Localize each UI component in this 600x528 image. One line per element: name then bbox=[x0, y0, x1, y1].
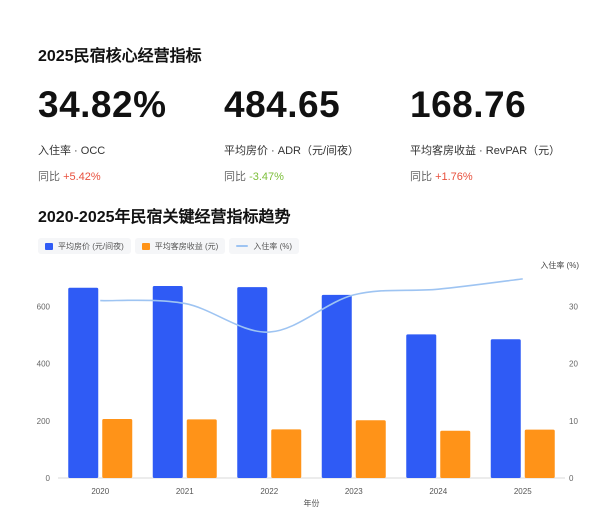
bar-revpar bbox=[524, 429, 555, 478]
y-tick-label: 200 bbox=[37, 417, 51, 426]
bar-adr bbox=[152, 286, 183, 478]
legend-item-occ[interactable]: 入住率 (%) bbox=[229, 238, 300, 254]
y-tick-label: 400 bbox=[37, 360, 51, 369]
kpi-value: 168.76 bbox=[410, 84, 527, 125]
chart-legend: 平均房价 (元/间夜) 平均客房收益 (元) 入住率 (%) bbox=[38, 238, 300, 254]
y-right-axis-label: 入住率 (%) bbox=[540, 260, 579, 270]
kpi-change-value: -3.47% bbox=[249, 171, 284, 183]
kpi-label: 入住率 · OCC bbox=[38, 145, 106, 157]
bar-revpar bbox=[440, 430, 471, 478]
legend-label: 平均房价 (元/间夜) bbox=[58, 241, 124, 251]
y-tick-label: 600 bbox=[37, 302, 51, 311]
kpi-change: 同比 +1.76% bbox=[410, 168, 600, 184]
legend-swatch bbox=[236, 245, 249, 247]
x-tick-label: 2021 bbox=[176, 487, 194, 496]
kpi-adr: 484.65 平均房价 · ADR（元/间夜） 同比 -3.47% bbox=[224, 82, 414, 184]
legend-swatch bbox=[141, 242, 150, 250]
kpi-change-value: +5.42% bbox=[63, 171, 101, 183]
x-tick-label: 2020 bbox=[91, 487, 109, 496]
y-right-tick-label: 10 bbox=[569, 417, 578, 426]
legend-label: 入住率 (%) bbox=[253, 241, 293, 251]
bar-adr bbox=[321, 294, 352, 478]
bar-adr bbox=[68, 287, 99, 478]
kpi-change: 同比 +5.42% bbox=[38, 168, 228, 184]
chart-title: 2020-2025年民宿关键经营指标趋势 bbox=[38, 209, 291, 226]
bar-revpar bbox=[355, 420, 386, 478]
y-right-tick-label: 20 bbox=[569, 360, 578, 369]
kpi-value: 484.65 bbox=[224, 84, 341, 125]
y-tick-label: 0 bbox=[46, 474, 51, 483]
legend-swatch bbox=[45, 242, 53, 250]
x-axis-label: 年份 bbox=[304, 498, 320, 508]
kpi-occ: 34.82% 入住率 · OCC 同比 +5.42% bbox=[38, 82, 228, 184]
bar-revpar bbox=[186, 419, 217, 478]
legend-item-revpar[interactable]: 平均客房收益 (元) bbox=[134, 238, 226, 254]
kpi-label: 平均客房收益 · RevPAR（元） bbox=[410, 145, 561, 157]
kpi-change-prefix: 同比 bbox=[38, 171, 60, 183]
y-right-tick-label: 30 bbox=[569, 302, 578, 311]
kpi-change-prefix: 同比 bbox=[410, 171, 432, 183]
kpi-label: 平均房价 · ADR（元/间夜） bbox=[224, 145, 360, 157]
bar-revpar bbox=[271, 429, 302, 478]
bar-adr bbox=[406, 334, 437, 478]
page-title: 2025民宿核心经营指标 bbox=[38, 48, 202, 65]
y-right-tick-label: 0 bbox=[569, 474, 574, 483]
x-tick-label: 2023 bbox=[345, 487, 363, 496]
bar-revpar bbox=[102, 419, 133, 478]
line-occupancy bbox=[100, 278, 523, 333]
legend-item-adr[interactable]: 平均房价 (元/间夜) bbox=[38, 238, 131, 254]
x-tick-label: 2022 bbox=[260, 487, 278, 496]
kpi-value: 34.82% bbox=[38, 84, 167, 125]
bar-adr bbox=[237, 287, 268, 478]
bar-adr bbox=[490, 339, 521, 478]
kpi-change-value: +1.76% bbox=[435, 171, 473, 183]
x-tick-label: 2025 bbox=[514, 487, 532, 496]
kpi-change-prefix: 同比 bbox=[224, 171, 246, 183]
legend-label: 平均客房收益 (元) bbox=[154, 241, 219, 251]
kpi-change: 同比 -3.47% bbox=[224, 168, 414, 184]
x-tick-label: 2024 bbox=[429, 487, 447, 496]
kpi-revpar: 168.76 平均客房收益 · RevPAR（元） 同比 +1.76% bbox=[410, 82, 600, 184]
